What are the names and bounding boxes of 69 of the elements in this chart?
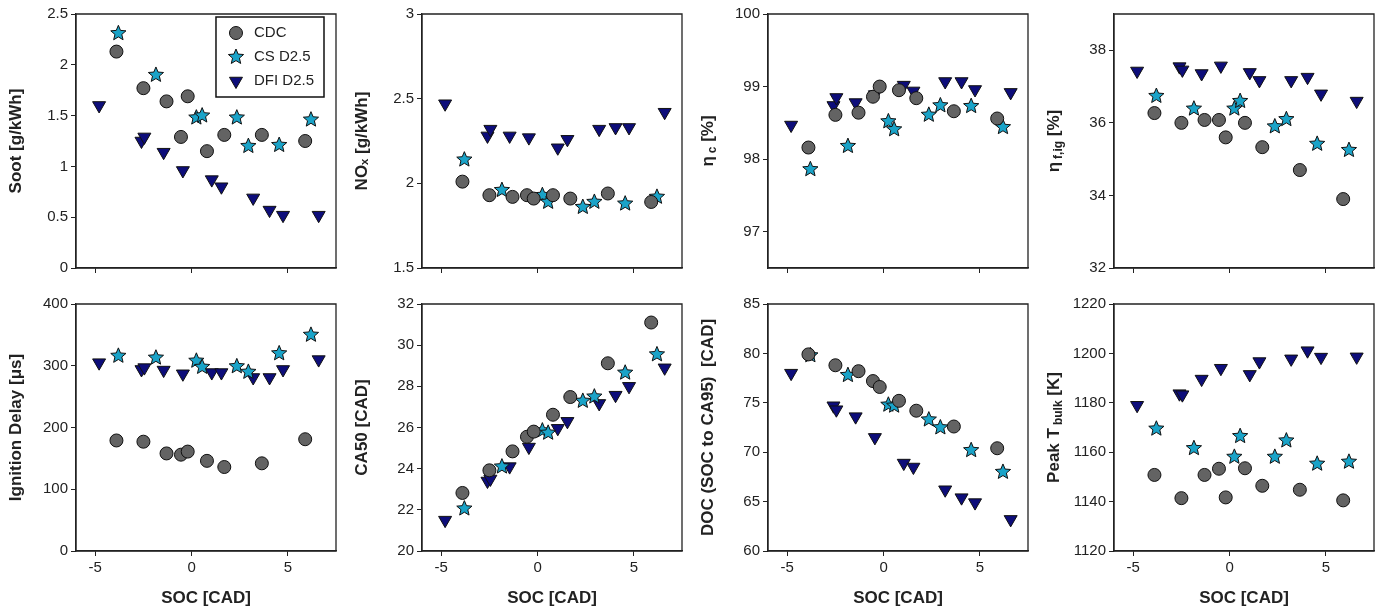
y-axis-title: NOₓ [g/kWh] [351,91,371,191]
y-tick-label: 65 [743,491,760,509]
x-tick-label: 0 [187,558,196,576]
y-tick-label: 100 [734,4,760,22]
y-axis-title: ηc [%] [697,115,720,167]
legend-label: CS D2.5 [253,47,311,65]
x-tick-label: -5 [1126,558,1140,576]
y-tick-label: 22 [397,499,414,517]
x-tick-label: -5 [780,558,794,576]
y-tick-label: 1200 [1072,343,1106,361]
y-tick-label: 0 [59,258,68,276]
x-tick-label: 5 [283,558,293,576]
y-tick-label: 32 [1089,258,1106,276]
y-tick-label: 20 [397,541,414,559]
y-tick-label: 200 [42,417,68,435]
y-tick-label: 1220 [1072,294,1106,312]
y-tick-label: 300 [42,355,68,373]
y-axis-title: ηf,ig [%] [1043,109,1066,173]
y-tick-label: 36 [1089,113,1106,130]
legend-label: CDC [253,23,287,41]
y-tick-label: 2.5 [47,4,68,22]
x-axis-title: SOC [CAD] [853,588,943,608]
y-tick-label: 26 [397,417,414,435]
y-tick-label: 24 [397,458,414,476]
y-tick-label: 75 [743,392,760,410]
x-axis-title: SOC [CAD] [161,588,251,608]
y-axis-title: Ignition Delay [μs] [5,353,25,502]
y-tick-label: 99 [743,76,760,94]
y-tick-label: 85 [743,294,760,312]
y-tick-label: 60 [743,541,760,559]
y-tick-label: 2 [59,54,68,72]
y-tick-label: 1140 [1073,491,1106,509]
x-tick-label: -5 [88,558,102,576]
x-tick-label: 5 [629,558,639,576]
y-tick-label: 80 [743,343,760,361]
y-tick-label: 34 [1089,185,1106,203]
x-tick-label: -5 [434,558,448,576]
legend-label: DFI D2.5 [253,71,314,89]
y-tick-label: 1120 [1073,541,1106,559]
y-tick-label: 2.5 [393,88,414,106]
y-tick-label: 1160 [1073,442,1106,460]
y-tick-label: 3 [405,4,414,22]
y-axis-title: DOC (SOC to CA95) [CAD] [697,318,717,537]
y-tick-label: 98 [743,149,760,167]
y-tick-label: 70 [743,442,760,460]
y-tick-label: 1.5 [393,258,414,276]
x-axis-title: SOC [CAD] [1199,588,1289,608]
x-tick-label: 5 [975,558,985,576]
x-axis-title: SOC [CAD] [507,588,597,608]
y-tick-label: 32 [397,294,414,312]
y-tick-label: 1 [59,156,68,174]
y-tick-label: 100 [42,479,68,497]
y-tick-label: 28 [397,376,414,394]
y-axis-title: Peak Tbulk [K] [1043,372,1066,483]
y-tick-label: 2 [405,173,414,191]
y-tick-label: 400 [42,294,68,312]
y-tick-label: 97 [743,221,760,239]
y-tick-label: 30 [397,335,414,353]
x-tick-label: 0 [533,558,542,576]
x-tick-label: 0 [1225,558,1234,576]
x-tick-label: 5 [1321,558,1331,576]
y-tick-label: 0 [59,541,68,559]
x-tick-label: 0 [879,558,888,576]
y-axis-title: CA50 [CAD] [351,379,371,476]
y-tick-label: 1.5 [47,105,68,123]
y-axis-title: Soot [g/kWh] [5,88,25,194]
y-tick-label: 0.5 [47,207,68,225]
y-tick-label: 38 [1089,40,1106,58]
y-tick-label: 1180 [1073,392,1106,410]
